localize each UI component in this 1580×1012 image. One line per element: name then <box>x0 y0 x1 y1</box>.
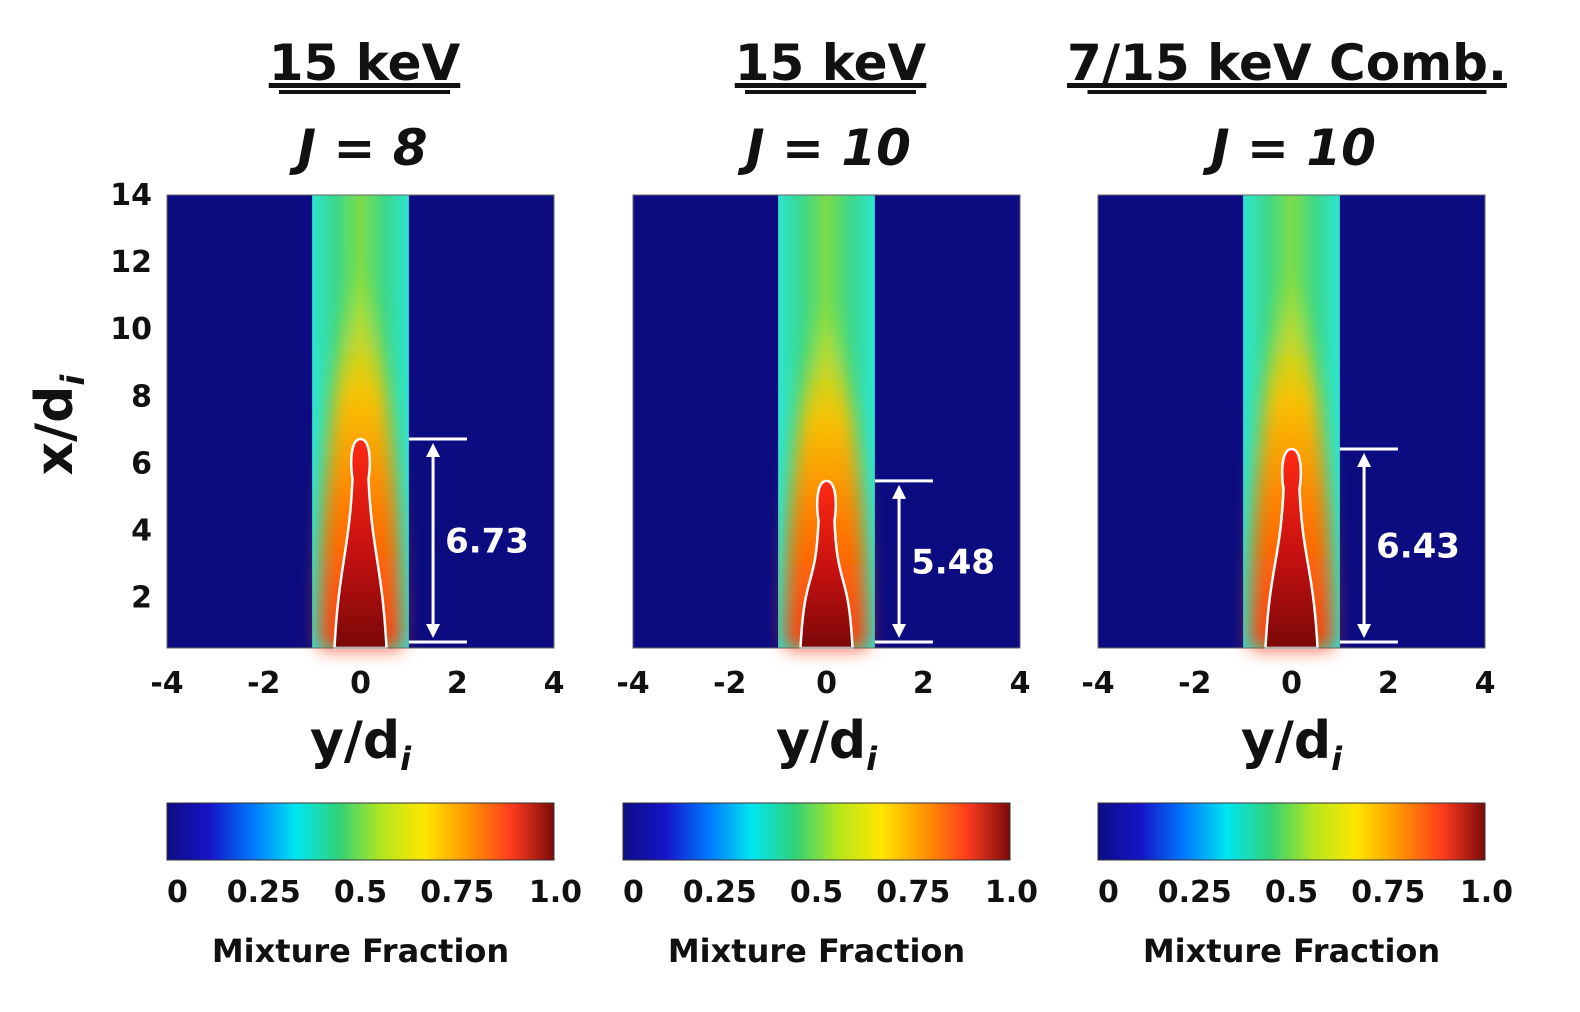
x-tick-label: 4 <box>1475 666 1496 701</box>
colorbar-tick-label: 1.0 <box>1460 875 1513 910</box>
x-axis-label: y/di <box>776 711 878 778</box>
panel-title: 15 keV <box>735 34 927 92</box>
x-tick-label: -4 <box>1081 666 1114 701</box>
x-tick-label: 0 <box>350 666 371 701</box>
panel-2: 15 keV J = 10 5.48 -4 -2 0 2 4 y/di 0 0.25 0.5 0.75 1… <box>616 34 1038 970</box>
core-length-arrow-up <box>426 442 441 457</box>
colorbar-tick-label: 0.25 <box>1158 875 1232 910</box>
x-axis-label: y/di <box>1241 711 1343 778</box>
core-length-arrow-down <box>1357 624 1372 638</box>
colorbar <box>622 802 1011 861</box>
x-tick-label: 2 <box>913 666 934 701</box>
core-length-arrow-up <box>1357 453 1372 468</box>
x-tick-label: -2 <box>247 666 280 701</box>
colorbar-tick-label: 0.5 <box>1265 875 1318 910</box>
plot-frame <box>632 194 1021 649</box>
y-tick-label: 10 <box>110 312 152 347</box>
core-length-arrow-up <box>892 484 907 499</box>
panel-1: 15 keV J = 8 6.73 -4 -2 0 2 4 y/di 0 0.25 0.5 0.75 1.… <box>150 34 582 970</box>
y-tick-label: 14 <box>110 178 152 213</box>
x-axis-label: y/di <box>310 711 412 778</box>
colorbar-tick-label: 0 <box>1098 875 1119 910</box>
y-tick-label: 8 <box>131 379 152 414</box>
x-tick-label: 4 <box>544 666 565 701</box>
y-tick-label: 6 <box>131 446 152 481</box>
colorbar-tick-label: 0.5 <box>790 875 843 910</box>
colorbar-tick-label: 1.0 <box>529 875 582 910</box>
colorbar-tick-label: 0.25 <box>227 875 301 910</box>
potential-core <box>333 437 388 650</box>
colorbar-tick-label: 0 <box>167 875 188 910</box>
core-length-label: 5.48 <box>911 542 995 582</box>
potential-core <box>1264 447 1319 650</box>
panel-subtitle: J = 10 <box>737 119 911 177</box>
colorbar-label: Mixture Fraction <box>1143 932 1440 970</box>
colorbar-label: Mixture Fraction <box>668 932 965 970</box>
x-tick-label: -2 <box>1178 666 1211 701</box>
y-tick-label: 4 <box>131 514 152 549</box>
y-tick-label: 12 <box>110 245 152 280</box>
x-tick-label: 2 <box>447 666 468 701</box>
colorbar <box>1097 802 1486 861</box>
panel-subtitle: J = 10 <box>1202 119 1376 177</box>
potential-core <box>799 479 854 650</box>
core-length-label: 6.73 <box>445 521 529 561</box>
x-tick-label: -2 <box>713 666 746 701</box>
colorbar-tick-label: 0.75 <box>420 875 494 910</box>
x-tick-label: -4 <box>150 666 183 701</box>
core-length-label: 6.43 <box>1376 527 1460 567</box>
y-tick-label: 2 <box>131 581 152 616</box>
x-tick-label: 0 <box>1281 666 1302 701</box>
core-length-arrow-down <box>426 624 441 638</box>
colorbar-tick-label: 0.75 <box>1351 875 1425 910</box>
plume-region <box>785 296 868 648</box>
x-tick-label: -4 <box>616 666 649 701</box>
colorbar-tick-label: 0 <box>623 875 644 910</box>
colorbar <box>166 802 555 861</box>
x-tick-label: 0 <box>816 666 837 701</box>
colorbar-tick-label: 1.0 <box>985 875 1038 910</box>
panel-subtitle: J = 8 <box>288 119 427 177</box>
panel-title: 15 keV <box>269 34 461 92</box>
panel-3: 7/15 keV Comb. J = 10 6.43 -4 -2 0 2 4 y/di 0 0.25… <box>1067 34 1513 970</box>
plot-frame <box>166 194 555 649</box>
plot-frame <box>1097 194 1486 649</box>
core-length-arrow-down <box>892 624 907 638</box>
colorbar-tick-label: 0.75 <box>876 875 950 910</box>
colorbar-tick-label: 0.25 <box>683 875 757 910</box>
colorbar-label: Mixture Fraction <box>212 932 509 970</box>
y-axis-label: x/di <box>25 374 92 476</box>
panel-title: 7/15 keV Comb. <box>1067 34 1507 92</box>
x-tick-label: 2 <box>1378 666 1399 701</box>
colorbar-tick-label: 0.5 <box>334 875 387 910</box>
x-tick-label: 4 <box>1010 666 1031 701</box>
